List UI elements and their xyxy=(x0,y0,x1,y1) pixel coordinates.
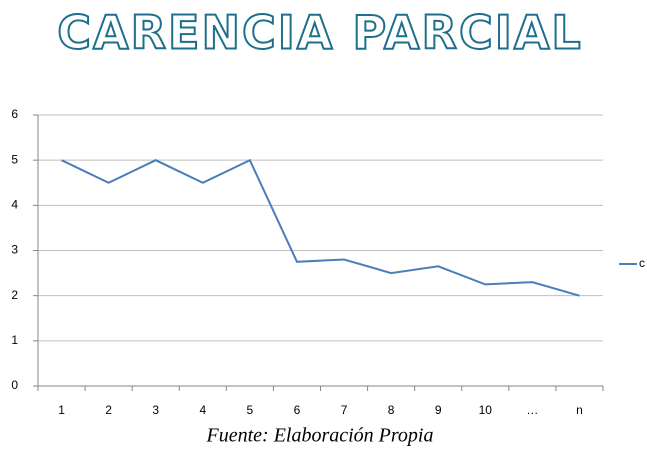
x-tick-label: 1 xyxy=(58,403,65,417)
legend-label: c xyxy=(639,256,645,270)
y-tick-label: 3 xyxy=(11,243,18,257)
y-tick-label: 4 xyxy=(11,198,18,212)
x-tick-label: 2 xyxy=(105,403,112,417)
data-line xyxy=(61,158,580,297)
y-tick-label: 6 xyxy=(11,107,18,121)
y-tick-label: 5 xyxy=(11,152,18,166)
source-note: Fuente: Elaboración Propia xyxy=(206,425,434,447)
x-tick-label: 4 xyxy=(199,403,206,417)
y-tick-label: 1 xyxy=(11,333,18,347)
x-tick-label: 5 xyxy=(247,403,254,417)
x-tick-label: 3 xyxy=(152,403,159,417)
chart-title: CARENCIA PARCIAL xyxy=(57,6,583,60)
x-tick-label: 8 xyxy=(388,403,395,417)
x-tick-label: 6 xyxy=(294,403,301,417)
y-tick-label: 0 xyxy=(11,378,18,392)
y-tick-label: 2 xyxy=(11,288,18,302)
x-tick-label: 9 xyxy=(435,403,442,417)
x-tick-label: 7 xyxy=(341,403,348,417)
x-tick-label: … xyxy=(526,403,538,417)
x-tick-label: 10 xyxy=(479,403,493,417)
x-tick-label: n xyxy=(576,403,583,417)
